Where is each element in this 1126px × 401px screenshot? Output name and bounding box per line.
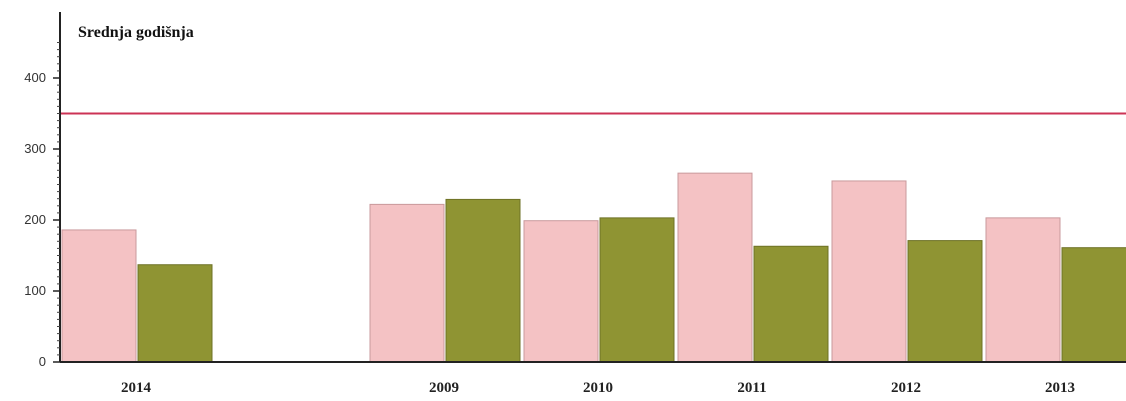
bar-2014-series-2 <box>137 264 213 363</box>
bar-2009-series-2 <box>445 198 521 363</box>
bar-2013-series-2 <box>1061 247 1126 363</box>
bar-2011-series-2 <box>753 245 829 363</box>
x-tick-label: 2013 <box>1045 380 1075 396</box>
bar-2012-series-1 <box>831 180 907 363</box>
y-tick-label: 0 <box>39 354 46 369</box>
bar-2012-series-2 <box>907 240 983 363</box>
y-tick-label: 300 <box>24 141 46 156</box>
bar-2010-series-2 <box>599 217 675 363</box>
bar-2009-series-1 <box>369 203 445 363</box>
x-tick-label: 2010 <box>583 380 613 396</box>
y-tick-label: 100 <box>24 283 46 298</box>
bar-2014-series-1 <box>61 229 137 363</box>
x-tick-label: 2009 <box>429 380 459 396</box>
x-tick-label: 2012 <box>891 380 921 396</box>
y-tick-label: 200 <box>24 212 46 227</box>
chart-title: Srednja godišnja <box>78 24 194 41</box>
bar-2011-series-1 <box>677 172 753 363</box>
y-tick-label: 400 <box>24 70 46 85</box>
x-tick-label: 2014 <box>121 380 152 396</box>
bar-2010-series-1 <box>523 220 599 363</box>
x-tick-label: 2011 <box>737 380 766 396</box>
bar-2013-series-1 <box>985 217 1061 363</box>
